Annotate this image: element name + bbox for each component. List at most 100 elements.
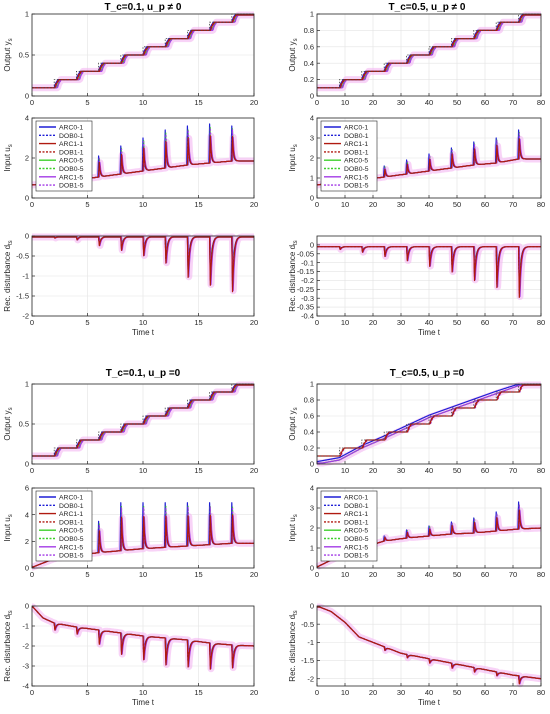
y-axis-label: Input us [3,514,14,541]
x-tick-label: 70 [509,200,517,209]
x-tick-label: 20 [250,466,258,475]
y-tick-label: 2 [25,537,29,546]
legend-box [35,490,93,562]
y-axis-label: Rec. disturbance dts [3,240,14,311]
legend-label: DOB1-5 [344,553,369,560]
x-axis-label: Time t [132,698,155,707]
x-tick-label: 10 [139,200,147,209]
x-axis-label: Time t [132,328,155,337]
y-tick-label: 1 [310,10,314,19]
x-tick-label: 0 [315,98,319,107]
x-tick-label: 0 [30,570,34,579]
legend-label: DOB0-5 [59,536,84,543]
x-tick-label: 5 [85,466,89,475]
y-tick-label: -0.5 [16,252,29,261]
y-tick-label: 1 [25,380,29,389]
subplot-bottom-right-disturbance: 0 10 20 30 40 50 60 70 80 0 -0.5 -1 -1.5 -2 Rec. distu… [288,602,545,707]
y-tick-label: 6 [25,484,29,493]
y-tick-label: 0 [310,240,314,249]
x-tick-label: 50 [453,318,461,327]
panel-title-top-right: T_c=0.5, u_p ≠ 0 [389,2,466,13]
y-tick-label: 3 [310,134,314,143]
x-tick-label: 10 [341,570,349,579]
y-tick-label: 0.2 [304,75,314,84]
x-tick-label: 80 [537,688,545,697]
x-tick-label: 30 [397,688,405,697]
x-tick-label: 20 [250,570,258,579]
x-tick-label: 10 [139,688,147,697]
legend-box [320,120,378,192]
y-tick-label: -1 [22,622,29,631]
legend-label: DOB1-1 [344,519,369,526]
y-tick-label: -1 [307,638,314,647]
y-tick-label: 0.6 [304,42,314,51]
x-tick-label: 20 [369,98,377,107]
y-tick-label: 0 [25,92,29,101]
x-tick-label: 10 [139,318,147,327]
x-tick-label: 10 [341,200,349,209]
series-line-dob1-1 [317,246,541,292]
subplot-top-right-output: 0 10 20 30 40 50 60 70 80 0 0.2 0.4 0.6 0.8 1 Output ys [288,10,545,107]
y-axis-label: Input us [3,144,14,171]
legend-label: ARC1-1 [344,511,368,518]
y-tick-label: -0.35 [297,303,314,312]
series-line-dob1-1 [32,14,254,89]
y-tick-label: 2 [310,524,314,533]
x-tick-label: 0 [30,466,34,475]
x-tick-label: 70 [509,98,517,107]
y-tick-label: 4 [310,484,314,493]
legend-label: ARC1-1 [344,141,368,148]
legend-label: DOB0-1 [344,503,369,510]
x-tick-label: 20 [250,688,258,697]
x-tick-label: 70 [509,570,517,579]
legend-label: DOB1-1 [59,149,84,156]
x-tick-label: 5 [85,200,89,209]
x-tick-label: 5 [85,688,89,697]
y-tick-label: 0.6 [304,412,314,421]
y-tick-label: 0 [25,232,29,241]
legend-label: ARC0-1 [59,495,83,502]
y-axis-label: Input us [288,144,299,171]
x-tick-label: 60 [481,570,489,579]
x-tick-label: 30 [397,318,405,327]
x-tick-label: 60 [481,318,489,327]
x-tick-label: 10 [139,98,147,107]
legend-label: ARC1-5 [344,544,368,551]
y-tick-label: -3 [22,662,29,671]
x-tick-label: 20 [369,200,377,209]
y-tick-label: 4 [25,510,29,519]
y-tick-label: -0.5 [301,620,314,629]
x-tick-label: 15 [194,200,202,209]
legend-label: ARC1-5 [59,174,83,181]
x-tick-label: 0 [30,98,34,107]
y-tick-label: -4 [22,682,29,691]
x-tick-label: 20 [250,98,258,107]
y-tick-label: -0.2 [301,276,314,285]
x-tick-label: 50 [453,200,461,209]
x-tick-label: 40 [425,98,433,107]
y-tick-label: 3 [310,504,314,513]
legend-label: ARC0-1 [59,125,83,132]
y-tick-label: -2 [22,312,29,321]
x-tick-label: 15 [194,466,202,475]
subplot-bottom-left-disturbance: 0 5 10 15 20 0 -1 -2 -3 -4 Rec. disturbance dts Tim… [3,602,258,707]
panel-title-bottom-right: T_c=0.5, u_p =0 [390,368,465,379]
legend-label: DOB0-1 [59,133,84,140]
x-tick-label: 30 [397,466,405,475]
y-tick-label: 0.8 [304,26,314,35]
legend-box [320,490,378,562]
legend-label: ARC0-1 [344,495,368,502]
y-tick-label: 0 [25,602,29,611]
y-tick-label: 0.4 [304,59,314,68]
x-tick-label: 50 [453,466,461,475]
x-tick-label: 0 [315,318,319,327]
x-tick-label: 40 [425,200,433,209]
x-tick-label: 20 [369,466,377,475]
x-tick-label: 50 [453,570,461,579]
x-tick-label: 5 [85,318,89,327]
y-tick-label: 4 [310,114,314,123]
subplot-bottom-left-output: 0 5 10 15 20 0 0.5 1 Output ys [3,380,258,475]
